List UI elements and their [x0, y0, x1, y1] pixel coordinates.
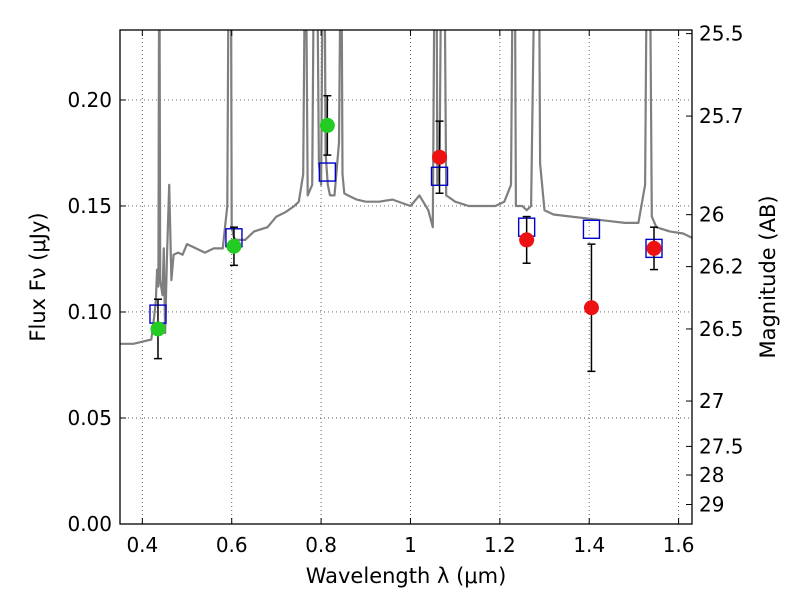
x-tick-label: 0.8 — [305, 533, 337, 557]
right-tick-label: 25.5 — [699, 22, 744, 46]
x-tick-label: 1 — [404, 533, 417, 557]
right-tick-label: 26.5 — [699, 317, 744, 341]
right-tick-label: 28 — [699, 463, 724, 487]
y-tick-label: 0.15 — [67, 194, 112, 218]
model-box-marker — [318, 162, 337, 182]
right-tick-label: 27 — [699, 389, 724, 413]
data-point — [226, 238, 242, 254]
data-point — [150, 321, 166, 337]
y-tick-label: 0.10 — [67, 300, 112, 324]
right-tick-label: 25.7 — [699, 104, 744, 128]
spectrum-line — [120, 30, 692, 345]
model-box-marker — [582, 219, 601, 239]
data-point — [519, 232, 535, 248]
data-layer — [120, 30, 692, 373]
y-tick-label: 0.05 — [67, 406, 112, 430]
data-point — [646, 240, 662, 256]
plot-frame — [119, 29, 693, 525]
right-tick-label: 29 — [699, 492, 724, 516]
right-tick-label: 27.5 — [699, 434, 744, 458]
plot-area — [120, 30, 692, 524]
data-point — [432, 149, 448, 165]
y-tick-label: 0.20 — [67, 88, 112, 112]
right-tick-label: 26.2 — [699, 255, 744, 279]
y-tick-label: 0.00 — [67, 512, 112, 536]
x-axis-label: Wavelength λ (μm) — [306, 564, 507, 588]
x-tick-label: 1.2 — [484, 533, 516, 557]
y-axis-label: Flux Fν (μJy) — [26, 212, 50, 341]
x-tick-label: 1.6 — [663, 533, 695, 557]
data-point — [319, 117, 335, 133]
x-tick-label: 0.4 — [126, 533, 158, 557]
x-tick-label: 0.6 — [216, 533, 248, 557]
x-tick-label: 1.4 — [573, 533, 605, 557]
data-point — [583, 300, 599, 316]
right-tick-label: 26 — [699, 203, 724, 227]
ticks: 0.4 0.6 0.8 1 1.2 1.4 1.6 0.00 0.05 0.10 0.15 0.20 2… — [67, 22, 743, 557]
y-axis-label-right: Magnitude (AB) — [756, 195, 780, 358]
